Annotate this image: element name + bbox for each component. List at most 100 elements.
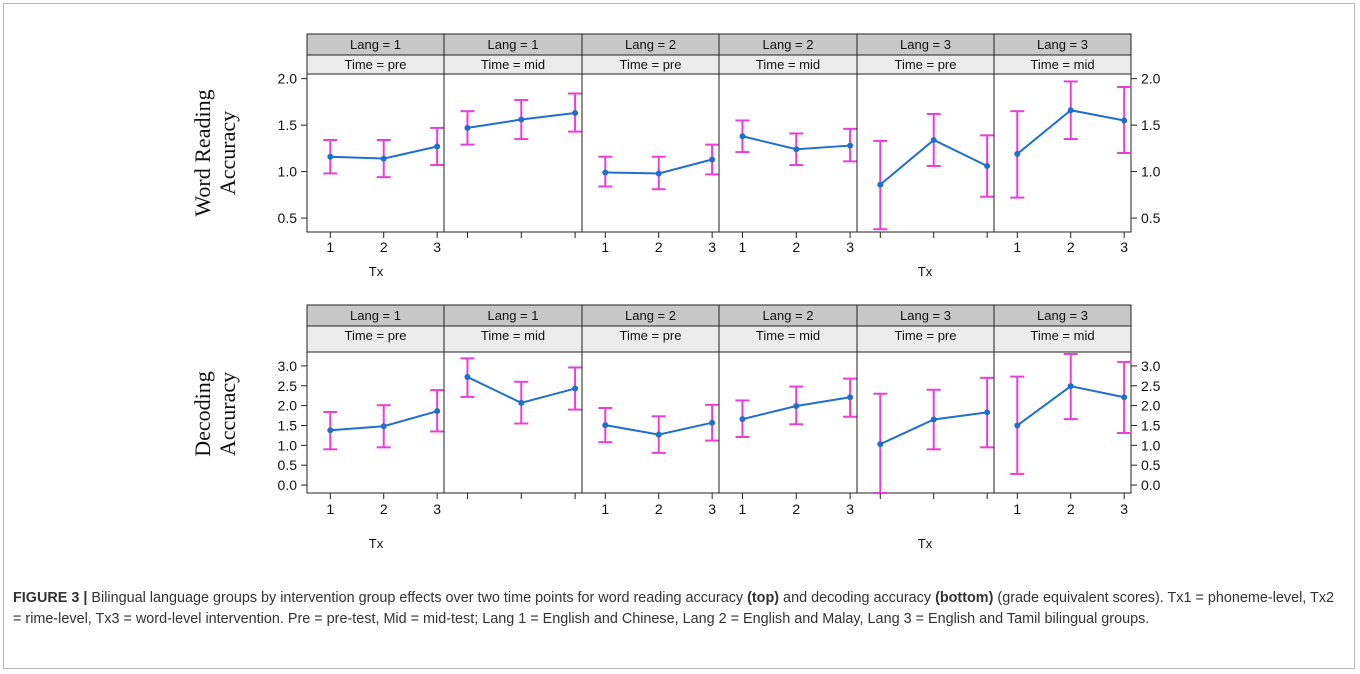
strip-time-label: Time = pre: [894, 57, 956, 72]
data-point: [380, 155, 387, 162]
data-point: [518, 399, 525, 406]
data-point: [602, 169, 609, 176]
strip-time-label: Time = pre: [619, 57, 681, 72]
strip-time-label: Time = pre: [344, 328, 406, 343]
y-axis-label-line: Decoding: [190, 371, 215, 457]
data-point: [655, 431, 662, 438]
panel-plot-area: [856, 73, 995, 233]
data-point: [327, 153, 334, 160]
strip-lang-label: Lang = 2: [625, 37, 676, 52]
data-point: [1121, 117, 1128, 124]
data-point: [518, 116, 525, 123]
strip-lang-label: Lang = 3: [1037, 37, 1088, 52]
y-tick-label-right: 3.0: [1141, 358, 1161, 374]
panel-1: Lang = 1 Time = pre 1 2 3: [306, 33, 445, 255]
y-tick-label-left: 0.5: [278, 210, 298, 226]
strip-time-label: Time = mid: [481, 57, 545, 72]
y-tick-label-left: 0.0: [278, 477, 298, 493]
x-tick-label: 1: [601, 239, 609, 255]
panel-6: Lang = 3 Time = mid 1 2 3: [993, 304, 1132, 517]
x-tick-label: 1: [326, 239, 334, 255]
y-tick-label-left: 1.0: [278, 164, 298, 180]
data-point: [793, 146, 800, 153]
caption-bold-bottom: (bottom): [935, 590, 994, 606]
y-tick-label-left: 0.5: [278, 457, 298, 473]
data-point: [984, 163, 991, 170]
panel-1: Lang = 1 Time = pre 1 2 3: [306, 304, 445, 517]
x-tick-label: 2: [792, 239, 800, 255]
data-point: [434, 408, 441, 415]
caption-label: FIGURE 3 |: [13, 590, 88, 606]
figure-frame: [3, 3, 1355, 669]
strip-time-label: Time = mid: [756, 57, 820, 72]
panel-4: Lang = 2 Time = mid 1 2 3: [718, 33, 858, 255]
x-tick-label: 2: [1067, 501, 1075, 517]
x-tick-label: 2: [655, 239, 663, 255]
y-tick-label-right: 1.0: [1141, 437, 1161, 453]
x-tick-label: 3: [433, 501, 441, 517]
x-tick-label: 1: [1013, 239, 1021, 255]
panel-3: Lang = 2 Time = pre 1 2 3: [581, 33, 720, 255]
panel-6: Lang = 3 Time = mid 1 2 3: [993, 33, 1132, 255]
y-tick-label-right: 1.5: [1141, 417, 1161, 433]
data-point: [1067, 383, 1074, 390]
data-point: [1014, 150, 1021, 157]
y-axis-label-line: Accuracy: [215, 372, 240, 456]
y-tick-label-right: 2.5: [1141, 378, 1161, 394]
strip-lang-label: Lang = 2: [763, 37, 814, 52]
panel-5: Lang = 3 Time = pre: [856, 304, 995, 499]
panel-strip-time: [443, 325, 583, 353]
caption-bold-top: (top): [747, 590, 780, 606]
data-point: [930, 416, 937, 423]
data-point: [877, 441, 884, 448]
chart-word-reading: Word ReadingAccuracy Lang = 1 Time = pre 1 2…: [190, 33, 1161, 279]
x-axis-label: Tx: [369, 536, 384, 551]
panel-plot-area: [306, 351, 445, 494]
strip-lang-label: Lang = 1: [350, 37, 401, 52]
panel-plot-area: [306, 73, 445, 233]
strip-time-label: Time = pre: [619, 328, 681, 343]
data-point: [602, 422, 609, 429]
figure-caption: FIGURE 3 | Bilingual language groups by …: [13, 588, 1343, 630]
x-tick-label: 1: [739, 501, 747, 517]
data-point: [709, 156, 716, 163]
panel-strip-time: [581, 325, 720, 353]
data-point: [464, 124, 471, 131]
x-axis-label: Tx: [918, 264, 933, 279]
x-tick-label: 3: [846, 239, 854, 255]
panel-2: Lang = 1 Time = mid: [443, 304, 583, 499]
data-point: [1014, 422, 1021, 429]
panel-3: Lang = 2 Time = pre 1 2 3: [581, 304, 720, 517]
data-point: [655, 170, 662, 177]
data-point: [709, 419, 716, 426]
strip-lang-label: Lang = 1: [488, 37, 539, 52]
strip-time-label: Time = pre: [344, 57, 406, 72]
caption-text-1: Bilingual language groups by interventio…: [87, 590, 748, 606]
panel-strip-time: [993, 325, 1132, 353]
y-tick-label-left: 1.5: [278, 417, 298, 433]
x-axis-label: Tx: [369, 264, 384, 279]
x-tick-label: 2: [380, 501, 388, 517]
data-point: [380, 423, 387, 430]
data-point: [847, 142, 854, 149]
x-tick-label: 2: [792, 501, 800, 517]
caption-text-2: and decoding accuracy: [779, 590, 936, 606]
y-tick-label-right: 2.0: [1141, 71, 1161, 87]
y-tick-label-left: 2.5: [278, 378, 298, 394]
strip-time-label: Time = mid: [1030, 328, 1094, 343]
x-tick-label: 3: [708, 501, 716, 517]
strip-lang-label: Lang = 2: [625, 308, 676, 323]
data-point: [739, 416, 746, 423]
x-tick-label: 3: [708, 239, 716, 255]
x-tick-label: 3: [1120, 501, 1128, 517]
strip-lang-label: Lang = 3: [1037, 308, 1088, 323]
strip-time-label: Time = pre: [894, 328, 956, 343]
data-point: [572, 385, 579, 392]
y-tick-label-left: 1.0: [278, 437, 298, 453]
x-tick-label: 1: [601, 501, 609, 517]
x-tick-label: 1: [1013, 501, 1021, 517]
panel-plot-area: [993, 351, 1132, 494]
y-axis-label: Word ReadingAccuracy: [190, 89, 240, 216]
panel-plot-area: [443, 73, 583, 233]
